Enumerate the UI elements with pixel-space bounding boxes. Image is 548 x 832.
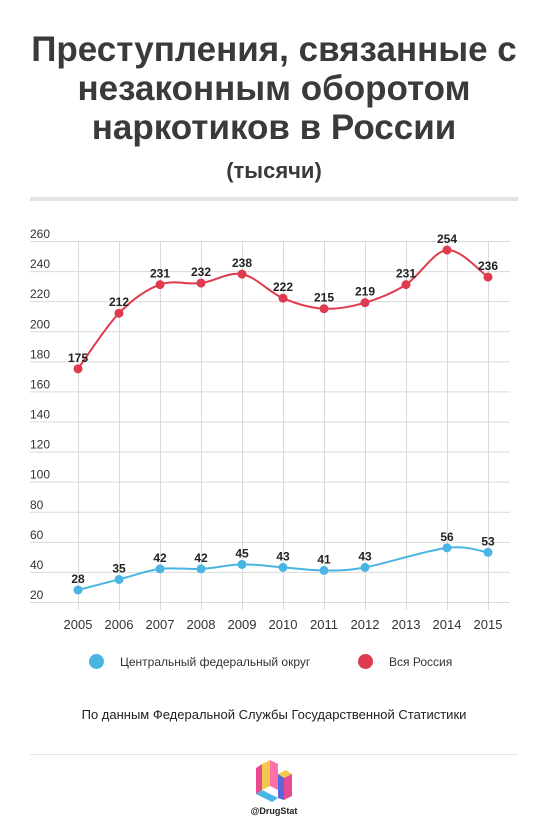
- x-tick-label: 2009: [228, 617, 257, 632]
- data-label-russia: 231: [396, 267, 416, 281]
- data-label-central: 53: [481, 534, 495, 548]
- data-point-russia: [483, 272, 493, 282]
- y-tick-label: 200: [30, 317, 50, 331]
- line-chart: 20 40 60 80 100 120 140 160 180 200 220 240 260 2005 2…: [30, 227, 510, 632]
- data-label-russia: 238: [232, 256, 252, 270]
- x-tick-label: 2012: [351, 617, 380, 632]
- legend: Центральный федеральный округ Вся Россия: [0, 654, 548, 674]
- data-label-russia: 212: [109, 295, 129, 309]
- x-tick-label: 2013: [392, 617, 421, 632]
- y-tick-label: 40: [30, 558, 44, 572]
- data-point-central: [278, 562, 288, 572]
- logo-caption: @DrugStat: [250, 806, 298, 816]
- data-label-central: 42: [194, 551, 208, 565]
- data-label-central: 43: [358, 549, 372, 563]
- data-label-central: 43: [276, 549, 290, 563]
- data-point-central: [155, 564, 165, 574]
- legend-item-russia: Вся Россия: [358, 654, 452, 669]
- title-line-2: незаконным оборотом: [77, 69, 471, 108]
- data-label-central: 42: [153, 551, 167, 565]
- data-label-central: 56: [440, 530, 454, 544]
- data-label-russia: 236: [478, 259, 498, 273]
- data-point-russia: [196, 278, 206, 288]
- x-tick-label: 2007: [146, 617, 175, 632]
- data-point-central: [483, 547, 493, 557]
- series-line-central: [77, 546, 489, 591]
- data-label-central: 28: [71, 572, 85, 586]
- y-tick-label: 100: [30, 468, 50, 482]
- source-note: По данным Федеральной Службы Государстве…: [81, 707, 467, 722]
- data-point-russia: [114, 308, 124, 318]
- y-tick-label: 260: [30, 227, 50, 241]
- data-label-russia: 219: [355, 285, 375, 299]
- data-point-central: [360, 562, 370, 572]
- legend-label-russia: Вся Россия: [389, 654, 453, 669]
- x-tick-label: 2006: [105, 617, 134, 632]
- data-point-central: [196, 564, 206, 574]
- y-tick-label: 60: [30, 528, 44, 542]
- y-tick-label: 80: [30, 498, 44, 512]
- drugstat-logo-icon: [256, 760, 292, 802]
- data-label-russia: 215: [314, 291, 334, 305]
- y-tick-label: 180: [30, 347, 50, 361]
- data-point-central: [114, 574, 124, 584]
- data-point-russia: [319, 304, 329, 314]
- y-tick-label: 220: [30, 287, 50, 301]
- data-point-russia: [360, 298, 370, 308]
- data-label-russia: 231: [150, 267, 170, 281]
- title-line-3: наркотиков в России: [91, 108, 457, 147]
- data-point-central: [319, 565, 329, 575]
- legend-swatch-central: [89, 654, 104, 669]
- y-tick-label: 20: [30, 588, 44, 602]
- chart-title: Преступления, связанные с незаконным обо…: [0, 30, 548, 147]
- legend-swatch-russia: [358, 654, 373, 669]
- y-tick-label: 140: [30, 408, 50, 422]
- data-label-central: 35: [112, 561, 126, 575]
- data-label-central: 41: [317, 552, 331, 566]
- data-point-russia: [278, 293, 288, 303]
- legend-item-central: Центральный федеральный округ: [89, 654, 310, 669]
- data-label-russia: 254: [437, 232, 457, 246]
- y-tick-label: 160: [30, 377, 50, 391]
- data-point-russia: [73, 364, 83, 374]
- y-tick-label: 120: [30, 438, 50, 452]
- x-tick-label: 2005: [64, 617, 93, 632]
- x-tick-label: 2010: [269, 617, 298, 632]
- data-point-central: [442, 543, 452, 553]
- bottom-divider: [30, 754, 518, 755]
- x-tick-label: 2008: [187, 617, 216, 632]
- x-tick-label: 2014: [433, 617, 462, 632]
- data-point-central: [73, 585, 83, 595]
- data-point-russia: [442, 245, 452, 255]
- title-line-1: Преступления, связанные с: [31, 30, 517, 69]
- data-label-russia: 175: [68, 351, 88, 365]
- data-label-russia: 222: [273, 280, 293, 294]
- chart-subtitle: (тысячи): [226, 158, 322, 183]
- x-tick-label: 2011: [310, 617, 338, 632]
- data-label-central: 45: [235, 546, 249, 560]
- data-point-russia: [155, 280, 165, 290]
- data-point-russia: [237, 269, 247, 279]
- legend-label-central: Центральный федеральный округ: [120, 654, 311, 669]
- y-tick-label: 240: [30, 257, 50, 271]
- data-label-russia: 232: [191, 265, 211, 279]
- top-divider: [30, 197, 518, 201]
- x-tick-label: 2015: [474, 617, 503, 632]
- data-point-russia: [401, 280, 411, 290]
- data-point-central: [237, 559, 247, 569]
